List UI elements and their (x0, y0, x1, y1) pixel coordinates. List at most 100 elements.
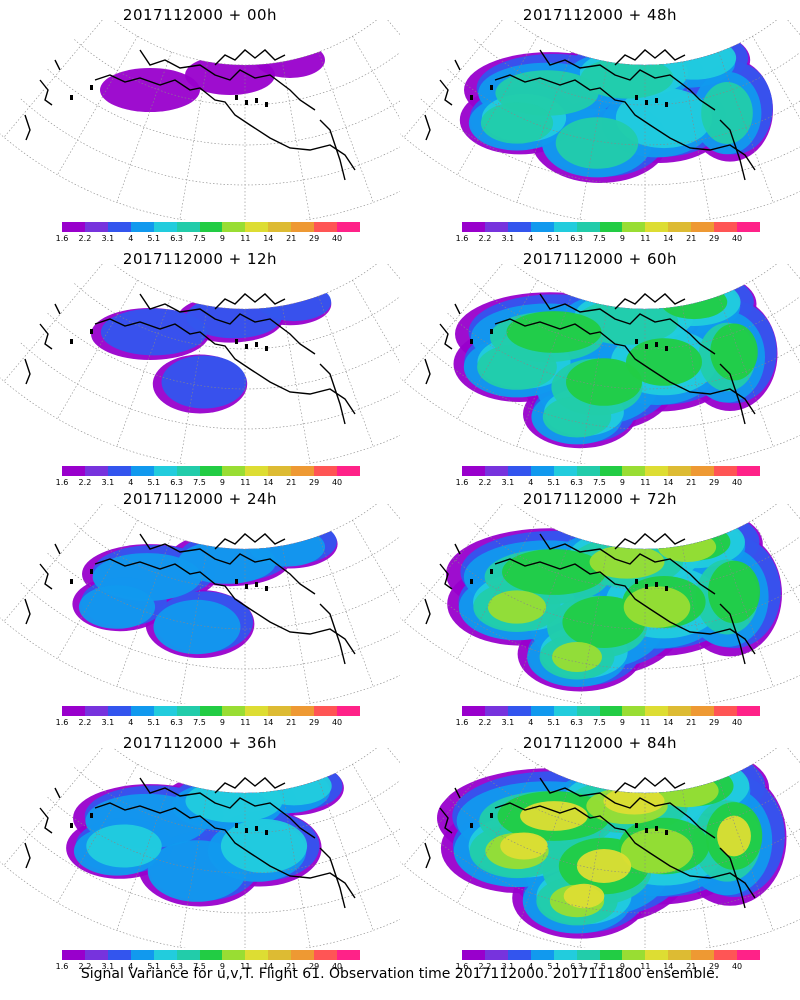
polar-map (400, 20, 800, 220)
colorbar-tick-label: 21 (286, 962, 297, 971)
colorbar-tick-label: 21 (686, 718, 697, 727)
colorbar-tick-label: 5.1 (547, 718, 561, 727)
colorbar-swatch (107, 706, 131, 716)
colorbar (62, 706, 360, 716)
colorbar-tick-label: 9 (219, 718, 225, 727)
colorbar-tick-label: 6.3 (570, 962, 583, 971)
colorbar-swatch (62, 466, 85, 476)
colorbar-swatch (530, 222, 554, 232)
colorbar-swatch (268, 466, 292, 476)
colorbar-labels: 1.6 2.2 3.1 4 5.1 6.3 7.5 9 11 14 21 29 40 (56, 234, 360, 246)
map-panel-00h: 2017112000 + 00h 1.6 2.2 3.1 4 5.1 6.3 7.5 9 11 1… (0, 0, 400, 250)
panel-title: 2017112000 + 24h (122, 490, 278, 508)
colorbar-tick-label: 7.5 (193, 478, 206, 487)
colorbar-tick-label: 9 (619, 478, 625, 487)
colorbar-swatch (691, 222, 715, 232)
colorbar-swatch (576, 466, 600, 476)
polar-map (400, 264, 800, 464)
colorbar-swatch (107, 222, 131, 232)
colorbar-swatch (484, 706, 508, 716)
colorbar-swatch (84, 950, 108, 960)
colorbar-swatch (462, 706, 485, 716)
colorbar-swatch (507, 950, 531, 960)
colorbar-tick-label: 2.2 (78, 718, 92, 727)
colorbar-swatch (130, 950, 154, 960)
colorbar-tick-label: 6.3 (170, 478, 183, 487)
colorbar-swatch (668, 706, 692, 716)
map-panel-72h: 2017112000 + 72h 1.6 2.2 3.1 4 5.1 6.3 7.5 9 11 1… (400, 484, 800, 734)
shaded-field (72, 519, 338, 658)
map-panel-12h: 2017112000 + 12h 1.6 2.2 3.1 4 5.1 6.3 7.5 9 11 1… (0, 244, 400, 494)
colorbar-tick-label: 4 (528, 718, 534, 727)
graticule (0, 504, 400, 704)
polar-map (0, 264, 400, 464)
colorbar-swatch (337, 706, 360, 716)
colorbar-swatch (553, 950, 577, 960)
colorbar-tick-label: 4 (128, 478, 134, 487)
colorbar-swatch (645, 706, 669, 716)
colorbar-swatch (107, 466, 131, 476)
colorbar-swatch (668, 466, 692, 476)
colorbar-tick-label: 11 (240, 234, 251, 243)
colorbar-swatch (530, 950, 554, 960)
colorbar-swatch (714, 950, 738, 960)
colorbar-swatch (153, 950, 177, 960)
colorbar-labels: 1.6 2.2 3.1 4 5.1 6.3 7.5 9 11 14 21 29 40 (56, 718, 360, 730)
colorbar-swatch (314, 706, 338, 716)
colorbar-tick-label: 1.6 (455, 234, 469, 243)
colorbar-swatch (668, 950, 692, 960)
colorbar-swatch (199, 706, 223, 716)
colorbar-swatch (153, 706, 177, 716)
polar-map (400, 748, 800, 948)
colorbar-tick-label: 2.2 (78, 962, 92, 971)
colorbar-swatch (462, 466, 485, 476)
colorbar-tick-label: 29 (709, 234, 720, 243)
colorbar-swatch (507, 706, 531, 716)
graticule (400, 20, 800, 220)
colorbar-tick-label: 3.1 (101, 234, 115, 243)
colorbar-swatch (337, 950, 360, 960)
colorbar-swatch (62, 222, 85, 232)
colorbar-swatch (622, 466, 646, 476)
colorbar-tick-label: 5.1 (147, 718, 161, 727)
colorbar-tick-label: 5.1 (147, 962, 161, 971)
graticule (0, 748, 400, 948)
colorbar-tick-label: 5.1 (147, 478, 161, 487)
colorbar-swatch (714, 466, 738, 476)
colorbar-tick-label: 2.2 (78, 234, 92, 243)
shaded-field (446, 506, 782, 692)
colorbar-tick-label: 6.3 (570, 478, 583, 487)
coastline (24, 533, 356, 665)
colorbar-swatch (84, 222, 108, 232)
colorbar-swatch (737, 222, 760, 232)
graticule (0, 264, 400, 464)
colorbar-tick-label: 4 (128, 234, 134, 243)
polar-map (0, 748, 400, 948)
colorbar-tick-label: 40 (331, 234, 343, 243)
coastline (424, 293, 756, 425)
colorbar-tick-label: 9 (219, 478, 225, 487)
colorbar-swatch (507, 466, 531, 476)
colorbar-labels: 1.6 2.2 3.1 4 5.1 6.3 7.5 9 11 14 21 29 40 (456, 718, 760, 730)
colorbar-labels: 1.6 2.2 3.1 4 5.1 6.3 7.5 9 11 14 21 29 40 (56, 478, 360, 490)
colorbar-swatch (462, 222, 485, 232)
colorbar-swatch (62, 950, 85, 960)
colorbar-swatch (645, 222, 669, 232)
colorbar (62, 222, 360, 232)
colorbar-tick-label: 29 (709, 718, 720, 727)
colorbar-tick-label: 6.3 (570, 718, 583, 727)
colorbar-tick-label: 5.1 (547, 478, 561, 487)
colorbar-tick-label: 29 (309, 234, 320, 243)
colorbar-swatch (268, 706, 292, 716)
colorbar-tick-label: 1.6 (55, 962, 69, 971)
coastline (24, 49, 356, 181)
colorbar-tick-label: 21 (686, 962, 697, 971)
colorbar-tick-label: 2.2 (478, 962, 492, 971)
polar-map (0, 504, 400, 704)
colorbar-swatch (737, 466, 760, 476)
colorbar-labels: 1.6 2.2 3.1 4 5.1 6.3 7.5 9 11 14 21 29 40 (456, 234, 760, 246)
colorbar (62, 466, 360, 476)
shaded-field (437, 748, 787, 939)
panel-title: 2017112000 + 72h (522, 490, 678, 508)
colorbar-swatch (176, 222, 200, 232)
